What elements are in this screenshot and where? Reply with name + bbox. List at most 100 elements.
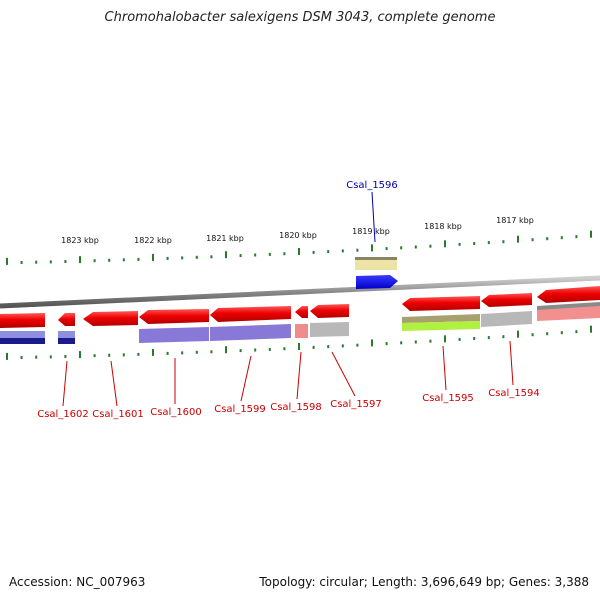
major-tick	[444, 240, 446, 248]
kbp-label: 1819 kbp	[352, 227, 390, 236]
kbp-label: 1820 kbp	[279, 231, 317, 240]
minor-tick	[49, 260, 52, 264]
gene-arrow-next[interactable]	[537, 286, 600, 303]
minor-tick	[64, 260, 67, 263]
minor-tick	[122, 258, 125, 262]
minor-tick	[20, 356, 23, 359]
gene-label-csal-1596[interactable]: Csal_1596	[346, 180, 398, 191]
minor-tick	[210, 350, 213, 354]
minor-tick	[254, 253, 257, 257]
minor-tick	[473, 242, 476, 245]
minor-tick	[356, 343, 359, 347]
gene-arrow-csal-1599[interactable]	[210, 306, 291, 322]
leader-line	[240, 355, 252, 402]
gene-arrow-csal-1597[interactable]	[310, 304, 349, 318]
major-tick	[6, 352, 8, 360]
gene-label-csal-1594[interactable]: Csal_1594	[488, 388, 540, 399]
gene-arrow-csal-1595[interactable]	[402, 296, 480, 311]
gene-label-csal-1597[interactable]: Csal_1597	[330, 399, 382, 410]
major-tick	[517, 330, 519, 338]
major-tick	[152, 348, 154, 356]
annotation-block	[310, 322, 349, 337]
gene-label-csal-1602[interactable]: Csal_1602	[37, 409, 89, 420]
minor-tick	[239, 254, 242, 258]
gene-arrow-csal-1602b[interactable]	[58, 313, 75, 326]
minor-tick	[195, 350, 198, 354]
minor-tick	[312, 345, 315, 349]
gene-label-csal-1601[interactable]: Csal_1601	[92, 409, 144, 420]
annotation-block	[355, 257, 397, 260]
gene-label-csal-1599[interactable]: Csal_1599	[214, 404, 266, 415]
leader-line	[509, 340, 514, 386]
leader-line	[296, 351, 302, 400]
minor-tick	[268, 252, 271, 256]
gene-arrow-csal-1601[interactable]	[83, 311, 138, 326]
minor-tick	[93, 259, 96, 263]
gene-label-csal-1595[interactable]: Csal_1595	[422, 393, 474, 404]
annotation-block	[58, 331, 75, 338]
annotation-block	[295, 324, 308, 338]
minor-tick	[93, 354, 96, 358]
annotation-block	[355, 257, 397, 270]
minor-tick	[137, 257, 140, 261]
annotation-block	[537, 302, 600, 310]
minor-tick	[327, 250, 330, 254]
minor-tick	[531, 333, 534, 337]
minor-tick	[400, 341, 403, 345]
minor-tick	[458, 337, 461, 341]
gene-arrow-csal-1596[interactable]	[356, 275, 398, 289]
minor-tick	[385, 342, 388, 346]
gene-arrow-csal-1602[interactable]	[0, 313, 45, 328]
leader-line	[62, 360, 68, 407]
major-tick	[225, 346, 227, 354]
major-tick	[225, 251, 227, 259]
minor-tick	[356, 248, 359, 252]
annotation-block	[210, 324, 291, 341]
minor-tick	[268, 347, 271, 351]
minor-tick	[502, 240, 505, 244]
minor-tick	[210, 255, 213, 259]
minor-tick	[385, 247, 388, 251]
minor-tick	[49, 355, 52, 359]
gene-arrow-csal-1594[interactable]	[481, 293, 532, 307]
minor-tick	[531, 238, 534, 242]
minor-tick	[473, 337, 476, 340]
annotation-block	[481, 311, 532, 327]
kbp-label: 1817 kbp	[496, 216, 534, 225]
minor-tick	[181, 351, 184, 355]
minor-tick	[122, 353, 125, 357]
kbp-label: 1821 kbp	[206, 234, 244, 243]
minor-tick	[341, 344, 344, 348]
kbp-label: 1823 kbp	[61, 236, 99, 245]
major-tick	[371, 244, 373, 252]
major-tick	[6, 257, 8, 265]
kbp-label: 1818 kbp	[424, 222, 462, 231]
leader-line	[110, 360, 118, 407]
minor-tick	[560, 331, 563, 335]
minor-tick	[546, 332, 549, 336]
minor-tick	[283, 252, 286, 256]
gene-label-csal-1598[interactable]: Csal_1598	[270, 402, 322, 413]
minor-tick	[341, 249, 344, 253]
gene-label-csal-1600[interactable]: Csal_1600	[150, 407, 202, 418]
minor-tick	[108, 258, 111, 262]
gene-arrow-csal-1600[interactable]	[139, 309, 209, 324]
minor-tick	[560, 236, 563, 240]
gene-arrow-csal-1598[interactable]	[295, 306, 308, 318]
minor-tick	[254, 348, 257, 352]
minor-tick	[166, 351, 169, 355]
major-tick	[298, 248, 300, 255]
minor-tick	[283, 347, 286, 351]
annotation-block	[402, 321, 480, 331]
minor-tick	[429, 244, 432, 248]
major-tick	[371, 339, 373, 347]
genome-backbone	[0, 275, 600, 309]
upper-tick-track	[6, 230, 592, 265]
genome-stats-text: Topology: circular; Length: 3,696,649 bp…	[259, 575, 589, 589]
minor-tick	[35, 260, 38, 264]
minor-tick	[414, 340, 417, 344]
minor-tick	[312, 250, 315, 254]
annotation-block	[0, 331, 45, 338]
major-tick	[517, 235, 519, 243]
annotation-block	[402, 314, 480, 323]
